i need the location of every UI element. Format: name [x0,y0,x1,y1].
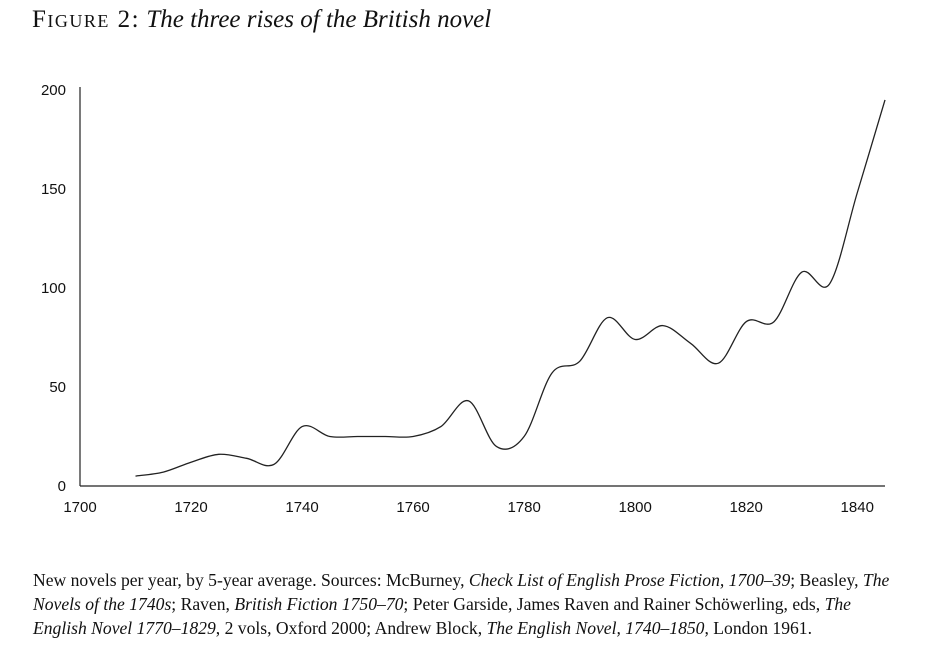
caption-text: ; Beasley, [790,569,863,590]
x-tick-label: 1700 [63,499,96,516]
series-group [135,99,886,477]
figure-heading: Figure 2: The three rises of the British… [32,6,491,34]
figure-caption: New novels per year, by 5-year average. … [33,568,893,640]
series-line [135,99,886,477]
caption-text: , London 1961. [704,617,812,638]
caption-text: New novels per year, by 5-year average. … [33,569,469,590]
caption-text: ; Peter Garside, James Raven and Rainer … [403,593,825,614]
caption-source-title: British Fiction 1750–70 [234,593,404,614]
x-tick-label: 1800 [618,499,651,516]
y-tick-label: 200 [41,82,66,99]
caption-source-title: Check List of English Prose Fiction, 170… [468,569,791,590]
x-tick-label: 1820 [730,499,763,516]
x-tick-label: 1740 [285,499,318,516]
caption-source-title: The English Novel 1770–1829 [33,593,851,638]
x-tick-label: 1840 [841,499,874,516]
y-tick-label: 150 [41,181,66,198]
x-tick-label: 1780 [507,499,540,516]
line-chart: 0 50 100 150 200 1700 1720 1740 1760 1780 1800 182… [41,82,886,516]
x-tick-label: 1720 [174,499,207,516]
y-axis: 0 50 100 150 200 [41,82,81,495]
x-tick-label: 1760 [396,499,429,516]
y-tick-label: 100 [41,280,66,297]
caption-source-title: The English Novel, 1740–1850 [486,617,705,638]
chart-title: The three rises of the British novel [146,6,492,33]
caption-text: , 2 vols, Oxford 2000; Andrew Block, [215,617,487,638]
figure-label: Figure 2: [32,6,141,33]
x-axis: 1700 1720 1740 1760 1780 1800 1820 1840 [63,485,885,516]
caption-source-title: The Novels of the 1740s [33,569,890,614]
y-tick-label: 0 [58,478,66,495]
caption-text: ; Raven, [171,593,235,614]
y-tick-label: 50 [49,379,66,396]
